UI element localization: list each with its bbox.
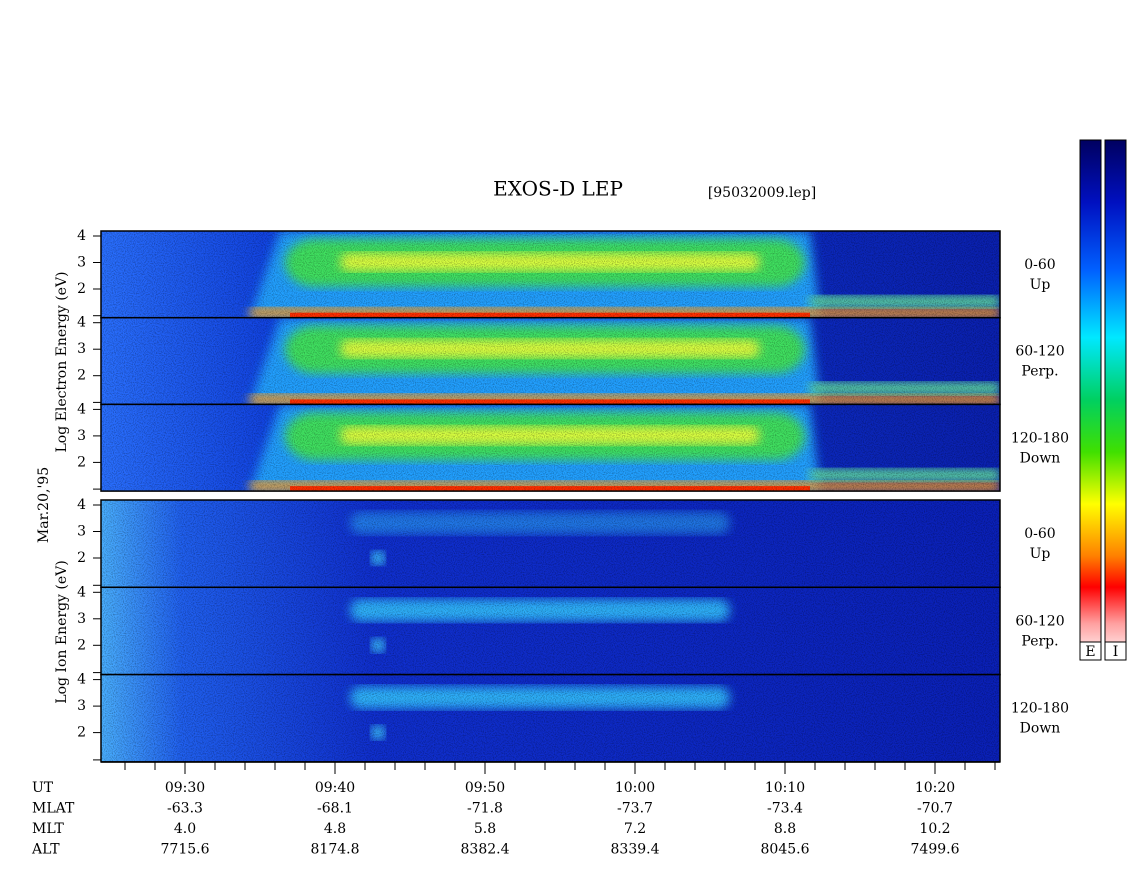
y-tick-label: 3	[77, 341, 86, 357]
y-tick-label: 2	[77, 550, 86, 566]
cell: -63.3	[167, 801, 203, 817]
direction-label: Perp.	[1021, 633, 1058, 649]
cell: -70.7	[917, 801, 953, 817]
row-label: ALT	[31, 842, 60, 858]
direction-label: Down	[1020, 450, 1061, 466]
color-bar-box	[1104, 641, 1127, 661]
cell: 8.8	[774, 821, 796, 837]
cell: -68.1	[317, 801, 353, 817]
cell: 10:00	[615, 780, 655, 796]
y-tick-label: 2	[77, 281, 86, 297]
cell: 10.2	[919, 821, 950, 837]
spectrogram	[101, 587, 1000, 675]
color-bar	[1104, 139, 1127, 661]
speckle	[101, 500, 1000, 588]
speckle	[101, 317, 1000, 405]
file-name: [95032009.lep]	[708, 185, 816, 201]
angle-label: 60-120	[1015, 613, 1064, 629]
direction-label: Up	[1030, 546, 1051, 562]
panel-frame	[100, 403, 1001, 492]
cell: 4.8	[324, 821, 346, 837]
cell: 8174.8	[311, 842, 360, 858]
electron-axis-label: Log Electron Energy (eV)	[54, 271, 70, 452]
speckle	[101, 231, 1000, 318]
y-tick-label: 2	[77, 637, 86, 653]
color-bar-label: I	[1113, 644, 1119, 660]
date: Mar.20,'95	[36, 467, 52, 543]
spectrogram	[101, 317, 1000, 405]
cell: 09:50	[465, 780, 505, 796]
y-tick-label: 4	[77, 228, 86, 244]
speckle	[101, 404, 1000, 492]
angle-label: 0-60	[1024, 257, 1055, 273]
angle-label: 60-120	[1015, 344, 1064, 360]
color-bar-label: E	[1085, 644, 1095, 660]
y-tick-label: 2	[77, 725, 86, 741]
color-bar	[1079, 139, 1102, 661]
spectrogram	[101, 674, 1000, 762]
y-tick-label: 3	[77, 255, 86, 271]
cell: 7499.6	[911, 842, 960, 858]
y-tick-label: 4	[77, 497, 86, 513]
cell: 8045.6	[761, 842, 810, 858]
row-label: MLAT	[32, 801, 75, 817]
direction-label: Up	[1030, 277, 1051, 293]
cell: 10:10	[765, 780, 805, 796]
y-tick-label: 4	[77, 672, 86, 688]
y-tick-label: 3	[77, 428, 86, 444]
cell: -71.8	[467, 801, 503, 817]
spectrogram	[101, 404, 1000, 492]
y-tick-label: 3	[77, 524, 86, 540]
y-tick-label: 4	[77, 315, 86, 331]
cell: 10:20	[915, 780, 955, 796]
cell: -73.7	[617, 801, 653, 817]
direction-label: Down	[1020, 721, 1061, 737]
cell: 09:40	[315, 780, 355, 796]
y-tick-label: 3	[77, 611, 86, 627]
y-tick-label: 4	[77, 584, 86, 600]
cell: 8339.4	[611, 842, 660, 858]
row-label: UT	[32, 780, 54, 796]
title: EXOS-D LEP	[493, 177, 623, 201]
color-bar-box	[1079, 641, 1102, 661]
angle-label: 120-180	[1011, 430, 1069, 446]
speckle	[101, 587, 1000, 675]
cell: 7.2	[624, 821, 646, 837]
ion-axis-label: Log Ion Energy (eV)	[54, 560, 70, 703]
cell: 8382.4	[461, 842, 510, 858]
row-label: MLT	[32, 821, 64, 837]
cell: 7715.6	[161, 842, 210, 858]
spectrogram	[101, 231, 1000, 318]
cell: 09:30	[165, 780, 205, 796]
y-tick-label: 3	[77, 698, 86, 714]
speckle	[101, 674, 1000, 762]
cell: 5.8	[474, 821, 496, 837]
cell: 4.0	[174, 821, 196, 837]
angle-label: 120-180	[1011, 701, 1069, 717]
y-tick-label: 4	[77, 401, 86, 417]
y-tick-label: 2	[77, 454, 86, 470]
angle-label: 0-60	[1024, 526, 1055, 542]
y-tick-label: 2	[77, 368, 86, 384]
direction-label: Perp.	[1021, 364, 1058, 380]
cell: -73.4	[767, 801, 803, 817]
spectrogram	[101, 500, 1000, 588]
